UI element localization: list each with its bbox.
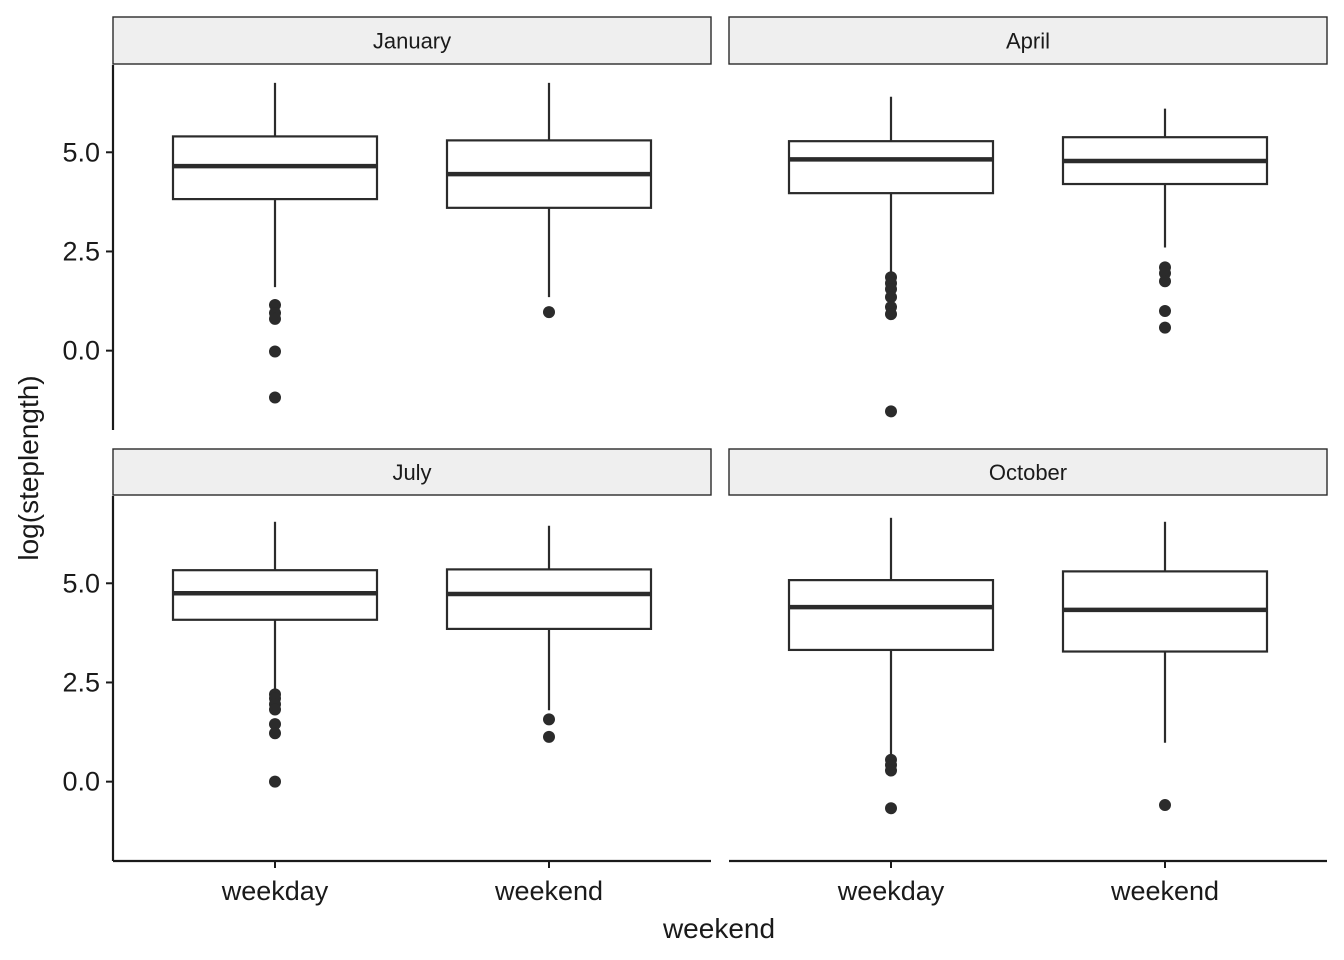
facet-strip — [112, 16, 712, 65]
outlier-point — [269, 312, 281, 325]
facet-july: July 0.0 2.5 5.0 weekday weekend — [62, 448, 712, 906]
facet-strip — [728, 448, 1328, 496]
facet-strip-label: April — [1006, 29, 1050, 54]
facet-panels: January 0.0 2.5 5.0 April July 0.0 2.5 5.0 weekda… — [62, 16, 1328, 906]
facet-strip — [112, 448, 712, 496]
outlier-point — [1159, 799, 1171, 812]
outlier-point — [885, 764, 897, 777]
y-tick-label: 2.5 — [62, 236, 100, 266]
outlier-point — [1159, 304, 1171, 317]
facet-october: October weekday weekend — [728, 448, 1328, 906]
facet-april: April — [728, 16, 1328, 418]
y-axis-title: log(steplength) — [13, 375, 44, 560]
box-weekend — [1061, 108, 1269, 334]
outlier-point — [269, 718, 281, 731]
box-weekend — [445, 525, 653, 743]
facet-strip-label: July — [392, 460, 431, 485]
x-tick-label: weekday — [221, 876, 329, 906]
outlier-point — [269, 391, 281, 404]
box-weekday — [171, 82, 379, 404]
box-weekday — [787, 96, 995, 418]
outlier-point — [269, 703, 281, 716]
outlier-point — [269, 775, 281, 788]
y-tick-label: 5.0 — [62, 568, 100, 598]
outlier-point — [885, 291, 897, 304]
outlier-point — [269, 345, 281, 358]
y-tick-label: 0.0 — [62, 336, 100, 366]
facet-january: January 0.0 2.5 5.0 — [62, 16, 712, 430]
box-weekend — [1061, 521, 1269, 812]
outlier-point — [885, 405, 897, 418]
x-tick-label: weekday — [837, 876, 945, 906]
y-tick-label: 2.5 — [62, 667, 100, 697]
outlier-point — [885, 802, 897, 815]
box-weekday — [787, 517, 995, 815]
outlier-point — [543, 730, 555, 743]
box-weekday — [171, 521, 379, 788]
box-iqr — [445, 568, 653, 631]
outlier-point — [1159, 275, 1171, 288]
x-tick-label: weekend — [494, 876, 603, 906]
outlier-point — [543, 306, 555, 319]
box-iqr — [787, 579, 995, 652]
outlier-point — [269, 727, 281, 740]
outlier-point — [1159, 321, 1171, 334]
outlier-point — [543, 713, 555, 726]
box-weekend — [445, 82, 653, 319]
x-tick-label: weekend — [1110, 876, 1219, 906]
facet-strip-label: October — [989, 460, 1067, 485]
facet-strip — [728, 16, 1328, 65]
outlier-point — [885, 308, 897, 321]
box-iqr — [787, 140, 995, 195]
y-tick-label: 5.0 — [62, 137, 100, 167]
facet-strip-label: January — [373, 29, 451, 54]
x-axis-title: weekend — [662, 913, 775, 944]
y-tick-label: 0.0 — [62, 767, 100, 797]
